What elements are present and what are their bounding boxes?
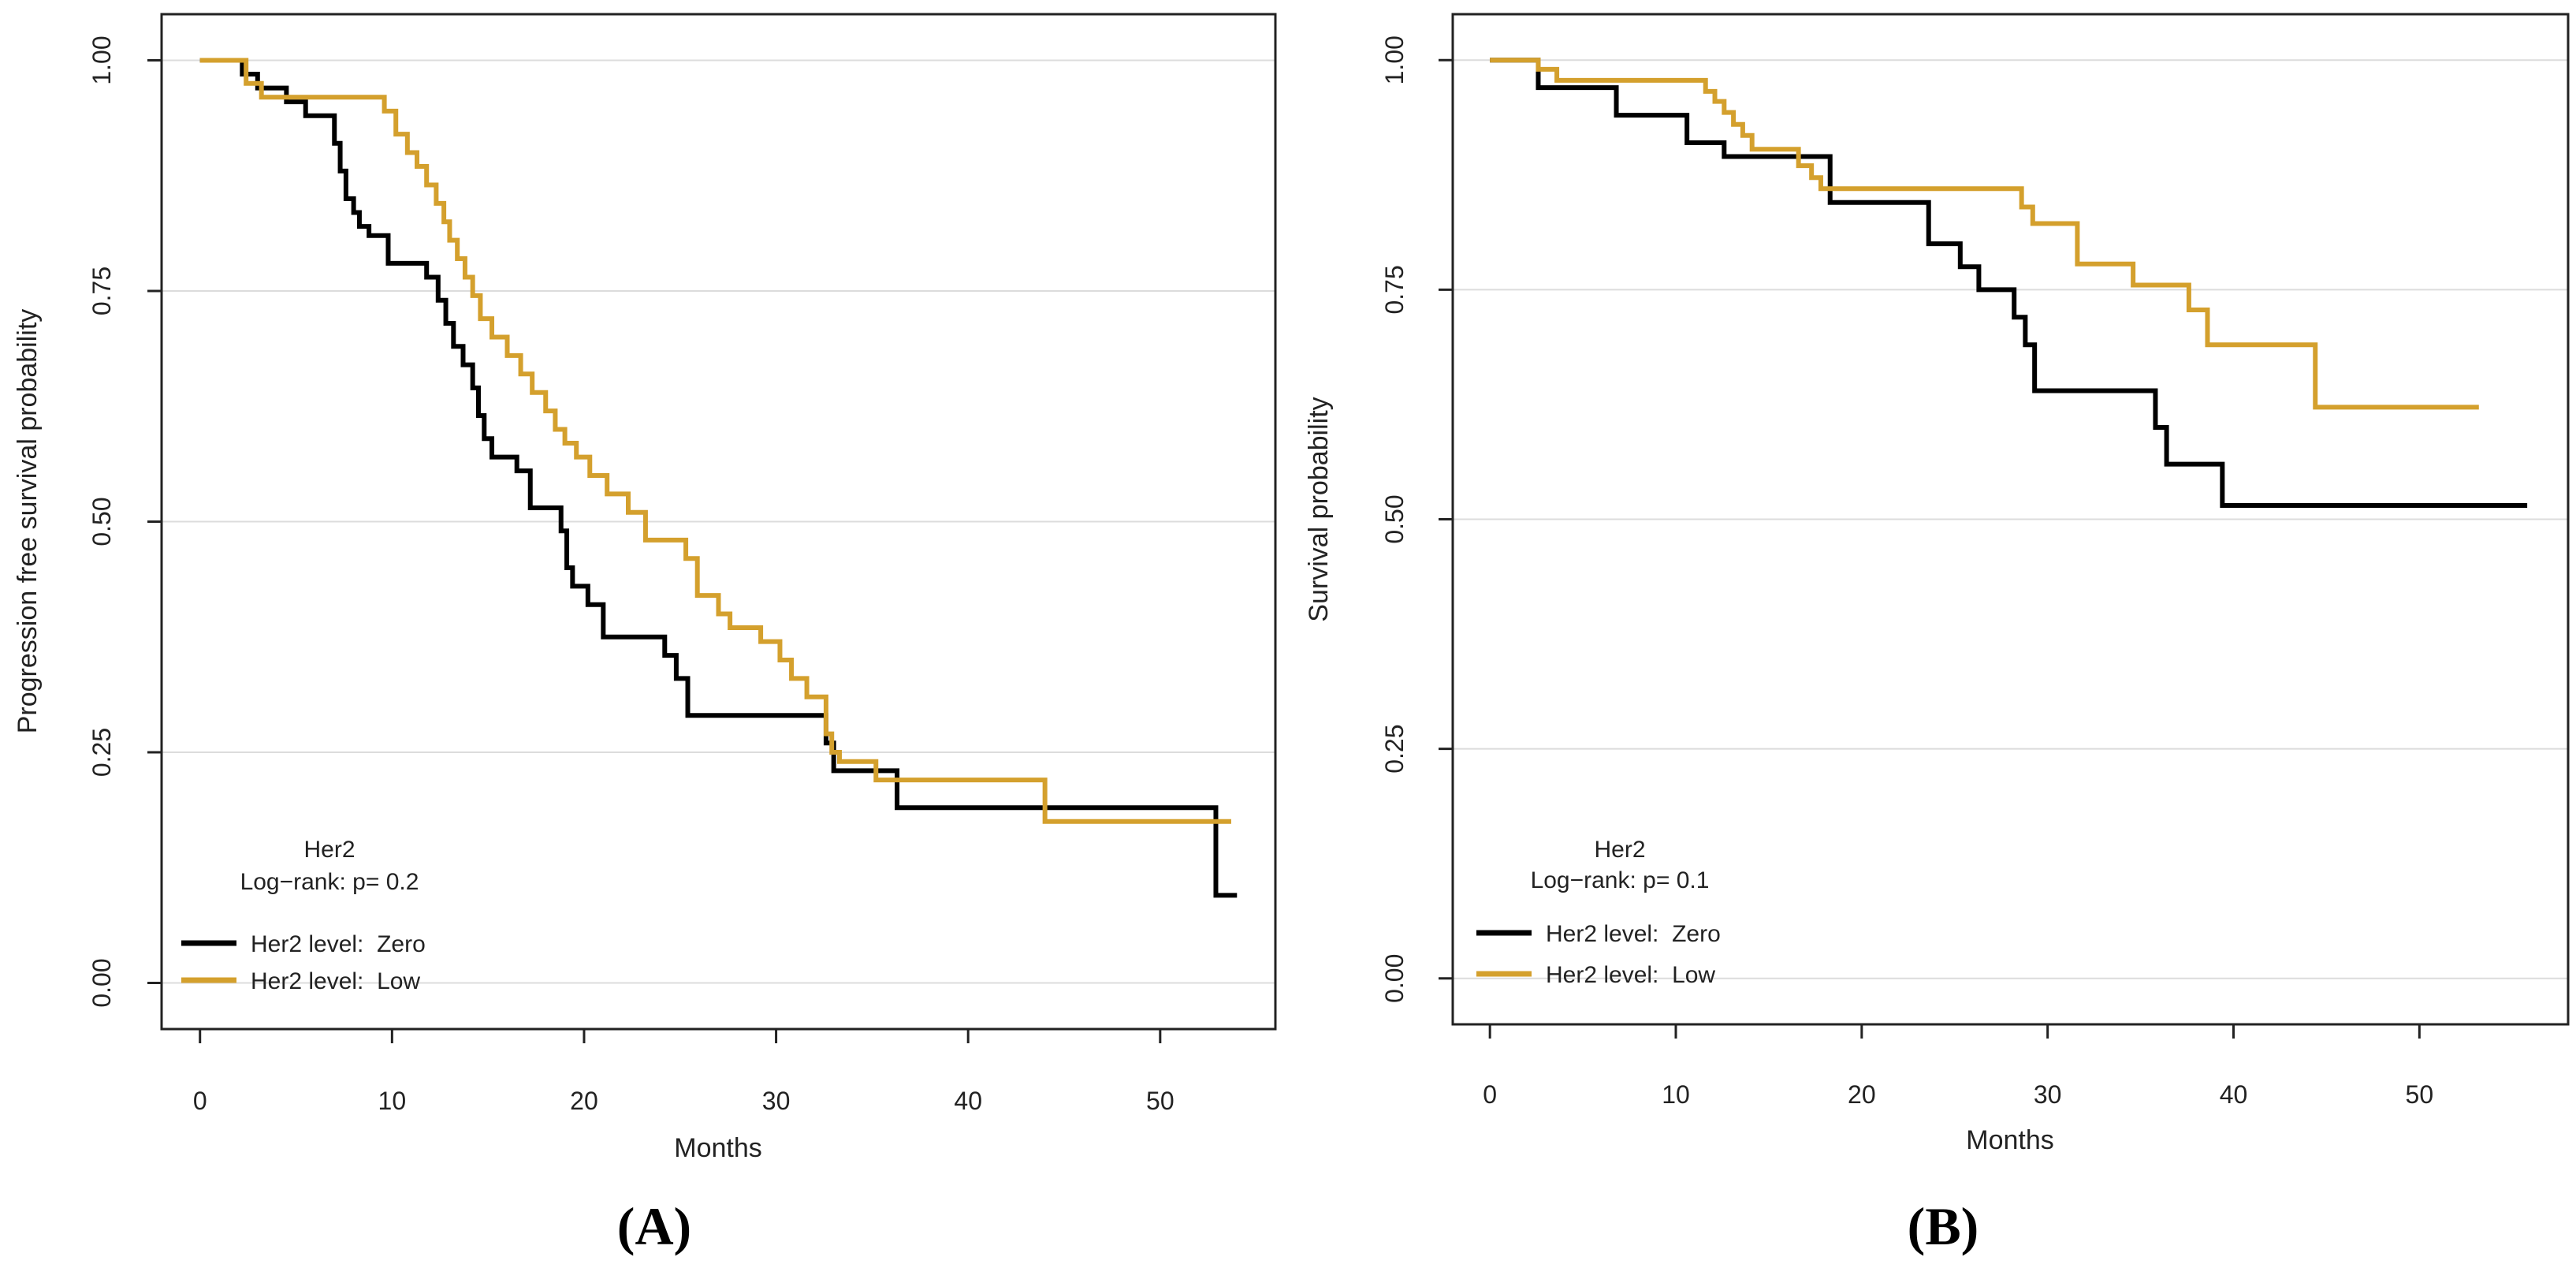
panel-a-legend-low-label: Her2 level: Low (251, 968, 420, 994)
panel-a-x-tick-label-5: 50 (1146, 1087, 1174, 1115)
panel-b-legend-zero-label: Her2 level: Zero (1546, 921, 1721, 947)
panel-b-y-axis: 0.00 0.25 0.50 0.75 1.00 (1380, 35, 1453, 1003)
panel-b-y-tick-label-2: 0.50 (1380, 494, 1409, 543)
panel-b-x-tick-label-3: 30 (2034, 1080, 2062, 1109)
panel-b-curve-zero (1490, 58, 2528, 509)
panel-b-x-tick-label-0: 0 (1483, 1080, 1497, 1109)
panel-a-y-tick-label-3: 0.75 (87, 267, 116, 315)
panel-a-y-axis: 0.00 0.25 0.50 0.75 1.00 (87, 35, 162, 1008)
panel-a-x-tick-label-3: 30 (762, 1087, 791, 1115)
panel-b-y-tick-label-1: 0.25 (1380, 724, 1409, 773)
panel-b-y-tick-label-0: 0.00 (1380, 954, 1409, 1003)
panel-a-legend: Her2 Log−rank: p= 0.2 Her2 level: Zero H… (181, 837, 426, 994)
panel-b-x-tick-label-1: 10 (1662, 1080, 1690, 1109)
panel-b-label: (B) (1908, 1196, 1979, 1256)
panel-a-legend-title: Her2 (303, 837, 355, 863)
panel-b-y-tick-label-3: 0.75 (1380, 265, 1409, 314)
panel-b-curve-low (1490, 58, 2479, 410)
panel-b-x-axis-label: Months (1966, 1125, 2054, 1155)
panel-a-grid (162, 59, 1275, 984)
panel-b-x-tick-label-2: 20 (1848, 1080, 1876, 1109)
panel-a-y-axis-label: Progression free survival probability (13, 309, 43, 734)
panel-a-x-axis-label: Months (674, 1133, 762, 1163)
panel-a: 0 10 20 30 40 50 0.000.250.500.751.00 Months … (13, 13, 1277, 1256)
panel-b-legend: Her2 Log−rank: p= 0.1 Her2 level: Zero H… (1476, 837, 1721, 988)
panel-a-label: (A) (617, 1196, 691, 1256)
panel-b-x-axis: 0 10 20 30 40 50 (1483, 1024, 2433, 1109)
panel-a-legend-subtitle: Log−rank: p= 0.2 (240, 869, 419, 895)
panel-b-series (1490, 58, 2528, 509)
panel-b-legend-subtitle: Log−rank: p= 0.1 (1531, 867, 1710, 893)
panel-a-y-tick-label-2: 0.50 (87, 497, 116, 546)
panel-b-x-tick-label-5: 50 (2406, 1080, 2434, 1109)
panel-b-y-tick-label-4: 1.00 (1380, 35, 1409, 84)
panel-a-x-axis: 0 10 20 30 40 50 (193, 1029, 1174, 1115)
panel-a-legend-zero-label: Her2 level: Zero (251, 931, 426, 957)
panel-b-y-axis-label: Survival probability (1304, 397, 1334, 621)
panel-b-legend-title: Her2 (1594, 837, 1645, 863)
panel-a-curve-zero (199, 58, 1238, 898)
panel-a-y-tick-label-0: 0.00 (87, 958, 116, 1007)
panel-a-x-tick-label-0: 0 (193, 1087, 207, 1115)
panel-b-x-tick-label-4: 40 (2220, 1080, 2248, 1109)
panel-a-x-tick-label-4: 40 (954, 1087, 982, 1115)
panel-a-x-tick-label-2: 20 (570, 1087, 598, 1115)
panel-b: 0 10 20 30 40 50 0.000.250.500.751.00 Months … (1304, 13, 2570, 1256)
panel-b-legend-low-label: Her2 level: Low (1546, 962, 1715, 988)
panel-a-curve-low (199, 58, 1231, 824)
panel-a-y-tick-label-1: 0.25 (87, 728, 116, 777)
panel-a-y-tick-label-4: 1.00 (87, 35, 116, 84)
panel-a-series (199, 58, 1238, 898)
panel-a-x-tick-label-1: 10 (378, 1087, 407, 1115)
